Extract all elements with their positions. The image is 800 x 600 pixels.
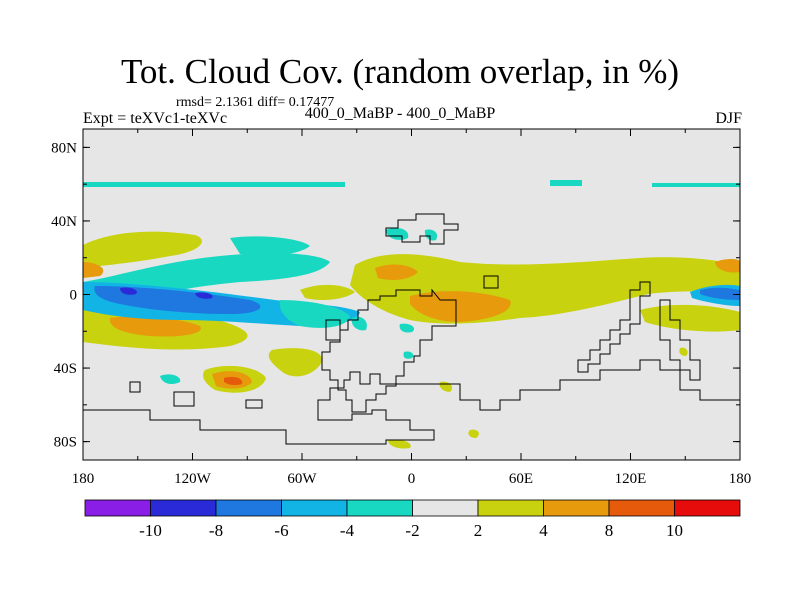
colorbar-label: -2 xyxy=(405,521,419,540)
coast-small-4 xyxy=(245,399,263,409)
coast-small-3 xyxy=(173,391,195,407)
contour-darkblue-1 xyxy=(120,287,137,295)
contour-orange-east xyxy=(715,259,740,273)
x-tick-label: 60E xyxy=(509,471,533,487)
season-label: DJF xyxy=(715,110,742,127)
coast-small-1 xyxy=(483,275,499,289)
contour-cyan-small-4 xyxy=(399,323,415,333)
colorbar-swatch xyxy=(412,499,479,517)
coast-small-2 xyxy=(129,381,141,393)
colorbar-swatch xyxy=(215,499,282,517)
contour-red-s2 xyxy=(224,376,243,386)
contour-orange-sw xyxy=(109,316,201,337)
colorbar-label: 4 xyxy=(539,521,548,540)
contour-cyan-60n-west xyxy=(83,182,345,187)
x-tick-label: 180 xyxy=(72,471,95,487)
y-tick-label: 80S xyxy=(54,435,77,451)
contour-yellow-nw xyxy=(83,231,202,268)
contour-cyan-60n-east xyxy=(652,183,740,187)
contour-orange-nw xyxy=(83,262,104,278)
y-tick-label: 0 xyxy=(70,288,78,304)
colorbar-label: -10 xyxy=(139,521,162,540)
contour-yellow-speck-4 xyxy=(679,347,688,356)
contour-orange-eq1 xyxy=(375,264,418,280)
colorbar-swatch xyxy=(674,499,741,517)
x-axis: 180 120W 60W 0 60E 120E 180 xyxy=(72,129,752,487)
contour-yellow-speck-2 xyxy=(388,439,411,449)
contour-cyan-eq-mid xyxy=(279,300,350,328)
coast-southern xyxy=(83,359,740,445)
contour-yellow-s1 xyxy=(268,348,322,377)
coastlines xyxy=(83,213,740,445)
coast-africa xyxy=(321,288,457,413)
colorbar-label: -8 xyxy=(209,521,223,540)
center-label: 400_0_MaBP - 400_0_MaBP xyxy=(304,105,496,122)
x-tick-label: 0 xyxy=(408,471,416,487)
colorbar: -10 -8 -6 -4 -2 2 4 8 10 xyxy=(84,499,741,540)
contour-cyan-nw-patch xyxy=(230,236,310,256)
contour-blue-east-core xyxy=(700,287,740,300)
colorbar-label: -4 xyxy=(340,521,355,540)
y-tick-label: 40N xyxy=(51,214,77,230)
coast-small-5 xyxy=(325,319,341,341)
plot-title: Tot. Cloud Cov. (random overlap, in %) xyxy=(120,52,680,91)
colorbar-swatch xyxy=(84,499,151,517)
colorbar-label: -6 xyxy=(274,521,288,540)
y-tick-label: 80N xyxy=(51,140,77,156)
x-tick-label: 60W xyxy=(287,471,317,487)
contour-darkblue-2 xyxy=(195,292,213,299)
contour-cyan-small-6 xyxy=(403,351,414,359)
contour-cyan-60n-mid xyxy=(550,180,582,186)
experiment-label: Expt = teXVc1-teXVc xyxy=(83,110,228,127)
colorbar-swatch xyxy=(608,499,675,517)
map-field xyxy=(83,129,740,460)
colorbar-swatch xyxy=(477,499,544,517)
colorbar-label: 10 xyxy=(666,521,683,540)
coast-asia xyxy=(577,281,651,373)
colorbar-label: 2 xyxy=(474,521,483,540)
contour-cyan-small-5 xyxy=(160,374,181,384)
coast-europe xyxy=(385,213,459,245)
contour-yellow-speck-3 xyxy=(468,429,479,438)
y-axis: 80N 40N 0 40S 80S xyxy=(51,140,740,451)
x-tick-label: 180 xyxy=(729,471,752,487)
contour-yellow-eq-mid xyxy=(300,284,355,300)
x-tick-label: 120W xyxy=(174,471,212,487)
stats-label: rmsd= 2.1361 diff= 0.17477 xyxy=(176,95,335,110)
y-tick-label: 40S xyxy=(54,361,77,377)
coast-se-asia xyxy=(659,299,701,381)
x-tick-label: 120E xyxy=(615,471,647,487)
colorbar-swatch xyxy=(150,499,217,517)
colorbar-swatch xyxy=(346,499,413,517)
contour-orange-eq2 xyxy=(410,291,511,322)
contour-yellow-se xyxy=(640,304,740,332)
colorbar-swatch xyxy=(281,499,348,517)
contour-cyan-small-3 xyxy=(424,229,438,241)
colorbar-swatch xyxy=(543,499,610,517)
colorbar-label: 8 xyxy=(605,521,614,540)
